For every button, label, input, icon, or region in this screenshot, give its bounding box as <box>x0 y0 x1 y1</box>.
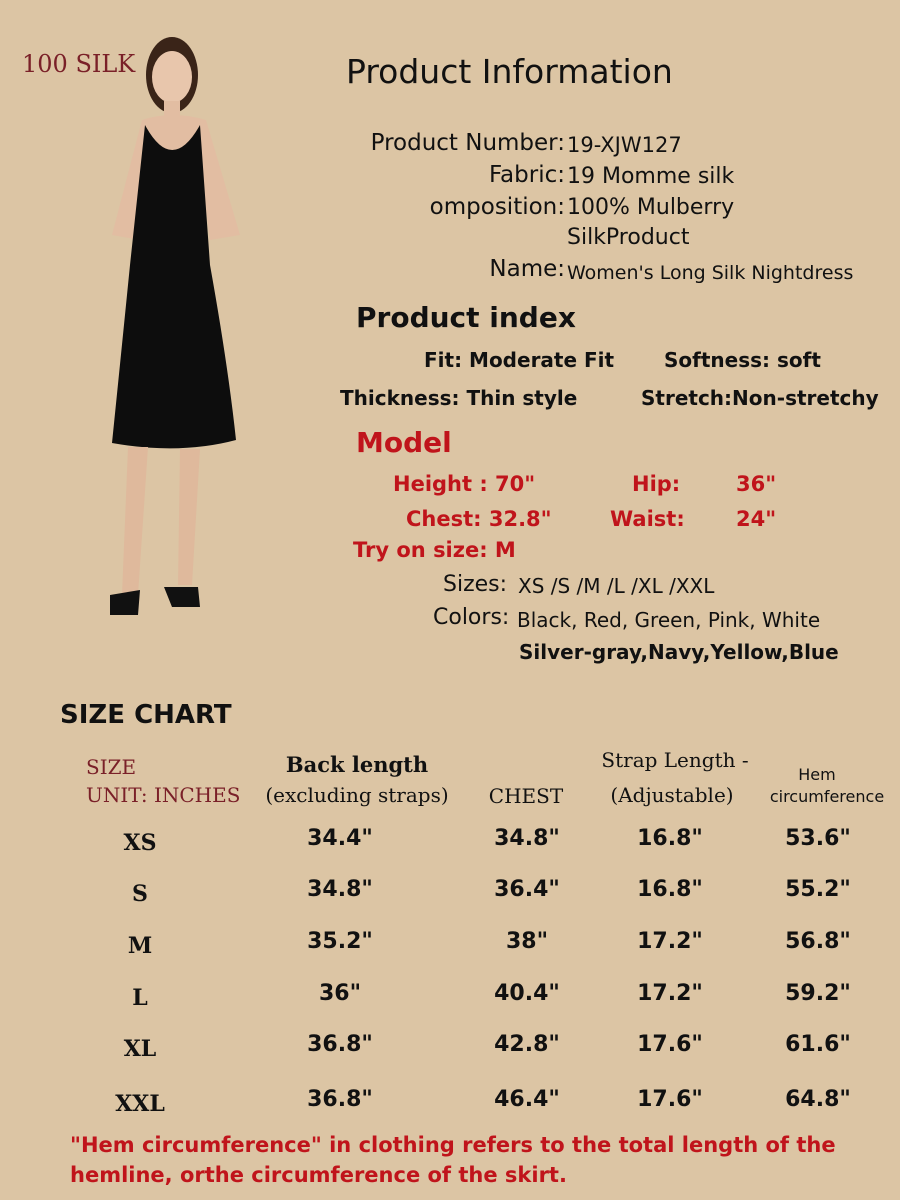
fit: Fit: Moderate Fit <box>424 348 615 372</box>
colors-value-2: Silver-gray,Navy,Yellow,Blue <box>519 640 839 664</box>
cell-size: S <box>132 881 148 907</box>
cell-back: 35.2" <box>307 929 373 954</box>
cell-hem: 56.8" <box>785 929 851 954</box>
cell-chest: 34.8" <box>494 826 560 851</box>
cell-chest: 40.4" <box>494 981 560 1006</box>
col-header: Back length <box>285 752 429 777</box>
info-value: SilkProduct <box>567 225 690 250</box>
model-chest: Chest: 32.8" <box>406 507 552 531</box>
cell-hem: 53.6" <box>785 826 851 851</box>
index-title: Product index <box>356 301 576 334</box>
cell-hem: 61.6" <box>785 1032 851 1057</box>
info-label: Name: <box>489 256 565 282</box>
cell-strap: 16.8" <box>637 877 703 902</box>
info-value: Women's Long Silk Nightdress <box>567 262 854 284</box>
colors-label: Colors: <box>433 605 510 630</box>
cell-size: XXL <box>115 1091 165 1117</box>
col-header: Hem <box>798 765 836 784</box>
cell-back: 34.8" <box>307 877 373 902</box>
cell-size: L <box>132 985 148 1011</box>
model-height: Height : 70" <box>393 472 536 496</box>
cell-back: 36.8" <box>307 1087 373 1112</box>
size-header: SIZE <box>86 755 137 779</box>
info-label: Fabric: <box>488 162 565 188</box>
size-chart-title: SIZE CHART <box>60 700 232 730</box>
model-photo <box>110 37 240 615</box>
info-value: 19-XJW127 <box>567 133 682 157</box>
model-title: Model <box>356 426 452 459</box>
cell-size: M <box>127 933 153 959</box>
cell-strap: 17.6" <box>637 1087 703 1112</box>
model-hip: 36" <box>736 472 777 496</box>
cell-chest: 46.4" <box>494 1087 560 1112</box>
cell-size: XS <box>123 830 157 856</box>
softness: Softness: soft <box>664 348 821 372</box>
info-value: 19 Momme silk <box>567 164 735 189</box>
cell-strap: 16.8" <box>637 826 703 851</box>
colors-value: Black, Red, Green, Pink, White <box>517 608 821 632</box>
model-waist: 24" <box>736 507 777 531</box>
cell-hem: 55.2" <box>785 877 851 902</box>
cell-hem: 59.2" <box>785 981 851 1006</box>
unit-header: UNIT: INCHES <box>86 783 241 807</box>
sizes-value: XS /S /M /L /XL /XXL <box>518 574 715 598</box>
hem-note: "Hem circumference" in clothing refers t… <box>70 1133 836 1187</box>
cell-chest: 38" <box>505 929 549 954</box>
thickness: Thickness: Thin style <box>340 386 578 410</box>
col-header: CHEST <box>488 784 564 808</box>
cell-hem: 64.8" <box>785 1087 851 1112</box>
col-header: Strap Length - <box>601 748 749 772</box>
cell-back: 34.4" <box>307 826 373 851</box>
try-on-size: Try on size: M <box>353 538 516 562</box>
cell-size: XL <box>123 1036 157 1062</box>
page-title: Product Information <box>346 52 673 91</box>
col-header-sub: circumference <box>769 787 885 806</box>
cell-back: 36.8" <box>307 1032 373 1057</box>
model-hip-label: Hip: <box>632 472 681 496</box>
info-label: omposition: <box>429 194 565 220</box>
info-label: Product Number: <box>370 130 565 156</box>
cell-chest: 36.4" <box>494 877 560 902</box>
model-waist-label: Waist: <box>610 507 685 531</box>
silk-badge: 100 SILK <box>22 50 136 78</box>
stretch: Stretch:Non-stretchy <box>641 386 879 410</box>
col-header-sub: (excluding straps) <box>265 783 449 807</box>
sizes-label: Sizes: <box>443 572 508 597</box>
cell-back: 36" <box>318 981 362 1006</box>
info-value: 100% Mulberry <box>567 195 735 220</box>
cell-strap: 17.2" <box>637 929 703 954</box>
cell-chest: 42.8" <box>494 1032 560 1057</box>
col-header-sub: (Adjustable) <box>610 783 734 807</box>
cell-strap: 17.6" <box>637 1032 703 1057</box>
cell-strap: 17.2" <box>637 981 703 1006</box>
